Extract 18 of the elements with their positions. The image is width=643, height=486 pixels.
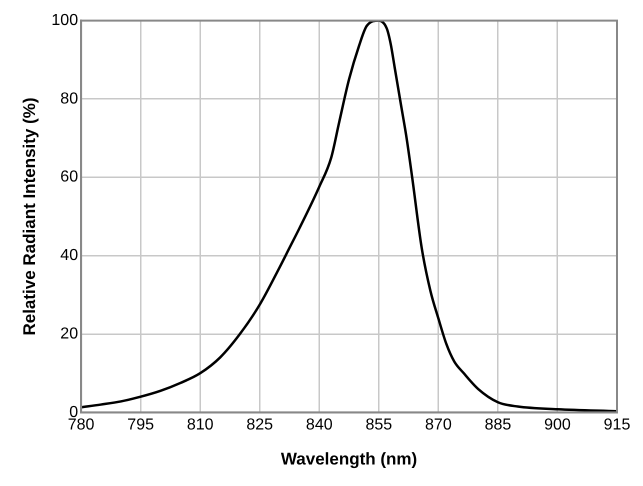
y-axis-title: Relative Radiant Intensity (%) <box>20 97 39 336</box>
x-axis-title: Wavelength (nm) <box>280 449 418 468</box>
y-tick-label: 20 <box>60 325 78 342</box>
x-tick-label: 855 <box>365 416 392 434</box>
y-tick-label: 60 <box>60 168 78 186</box>
x-tick-label: 900 <box>544 416 571 434</box>
x-tick-label: 915 <box>604 416 630 434</box>
y-tick-label: 80 <box>60 90 78 108</box>
x-tick-label: 780 <box>68 416 95 434</box>
y-tick-label: 100 <box>51 12 78 30</box>
line-series <box>81 20 617 412</box>
x-tick-label: 885 <box>484 416 512 434</box>
x-tick-label: 795 <box>127 416 154 434</box>
x-tick-label: 825 <box>246 416 274 434</box>
x-tick-label: 870 <box>425 416 452 434</box>
x-tick-label: 840 <box>306 416 333 434</box>
x-tick-label: 810 <box>186 416 214 434</box>
y-tick-label: 40 <box>60 247 78 264</box>
